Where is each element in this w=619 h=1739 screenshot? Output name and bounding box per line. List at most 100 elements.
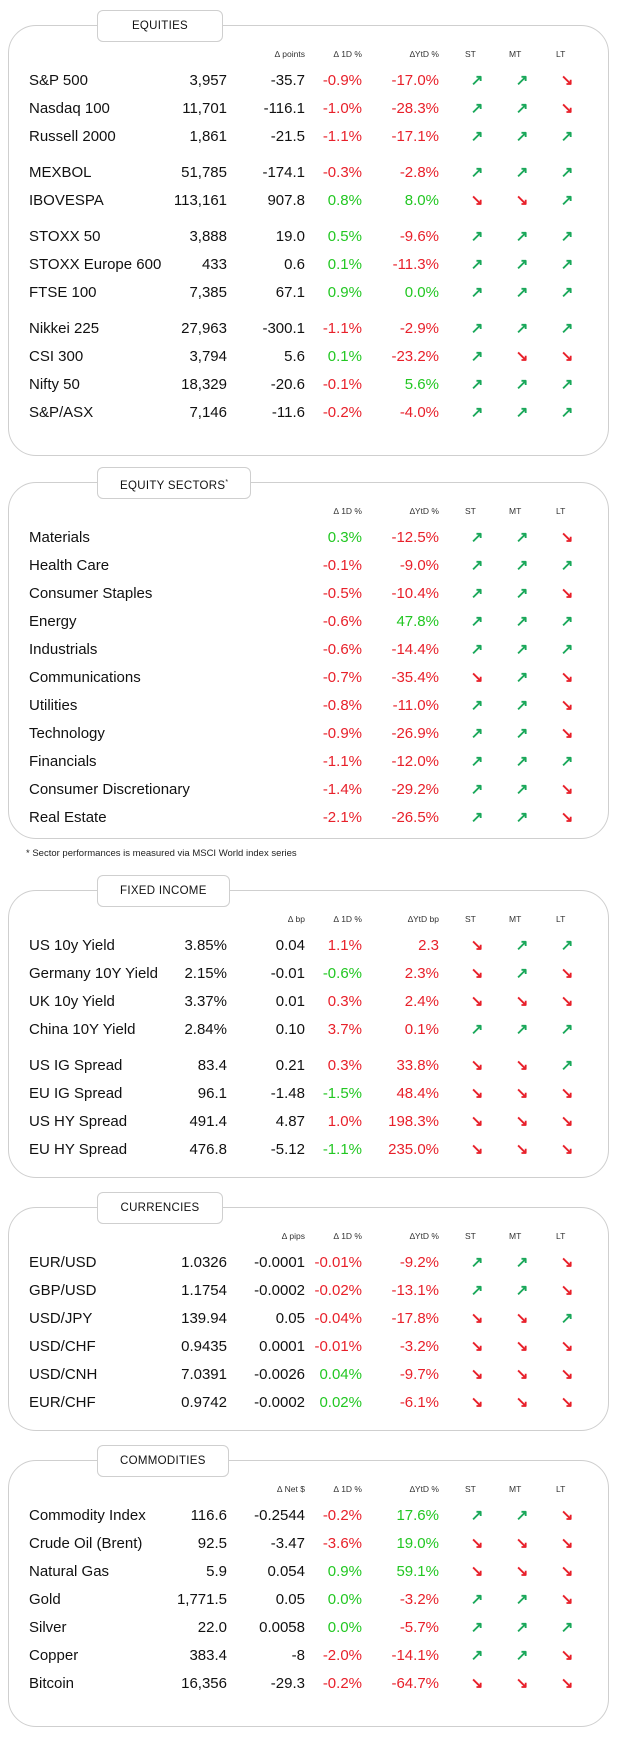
row-1d-change: 1.1%	[327, 937, 362, 954]
row-change: 67.1	[275, 284, 305, 301]
row-1d-change: -0.6%	[322, 641, 362, 658]
arrow-up-icon: ↗	[515, 781, 529, 798]
arrow-down-icon: ↘	[515, 1535, 529, 1552]
row-change: 0.0001	[259, 1338, 305, 1355]
row-change: -0.0026	[254, 1366, 305, 1383]
row-value: 2.15%	[184, 965, 227, 982]
row-ytd-change: -11.0%	[392, 697, 439, 714]
sectors-table: Materials 0.3% -12.5% ↗ ↗ ↘ Health Care -0.1% -9…	[9, 524, 608, 832]
row-value: 51,785	[181, 164, 227, 181]
table-row: Nifty 50 18,329 -20.6 -0.1% 5.6% ↗ ↗ ↗	[9, 371, 608, 399]
row-change: -0.2544	[254, 1507, 305, 1524]
row-ytd-change: -4.0%	[399, 404, 439, 421]
equities-title: EQUITIES	[97, 10, 223, 42]
header-ytd: ∆YtD %	[409, 1484, 439, 1494]
row-ytd-change: -14.4%	[391, 641, 439, 658]
row-ytd-change: -9.7%	[399, 1366, 439, 1383]
table-row: Natural Gas 5.9 0.054 0.9% 59.1% ↘ ↘ ↘	[9, 1558, 608, 1586]
header-st: ST	[465, 506, 476, 516]
row-1d-change: -0.2%	[322, 404, 362, 421]
row-ytd-change: -23.2%	[391, 348, 439, 365]
arrow-up-icon: ↗	[470, 529, 484, 546]
row-value: 433	[201, 256, 227, 273]
row-ytd-change: -2.8%	[399, 164, 439, 181]
row-change: 907.8	[267, 192, 305, 209]
sectors-panel: EQUITY SECTORS* ∆ 1D % ∆YtD % ST MT LT M…	[8, 467, 609, 839]
row-1d-change: -1.1%	[322, 128, 362, 145]
arrow-up-icon: ↗	[560, 228, 574, 245]
table-row: EUR/USD 1.0326 -0.0001 -0.01% -9.2% ↗ ↗ ↘	[9, 1249, 608, 1277]
row-change: 19.0	[275, 228, 305, 245]
table-row: Technology -0.9% -26.9% ↗ ↗ ↘	[9, 720, 608, 748]
row-1d-change: -0.1%	[322, 557, 362, 574]
arrow-up-icon: ↗	[515, 725, 529, 742]
row-name: Energy	[29, 613, 77, 630]
row-1d-change: -1.4%	[322, 781, 362, 798]
row-change: 5.6	[284, 348, 305, 365]
arrow-up-icon: ↗	[470, 1021, 484, 1038]
arrow-down-icon: ↘	[560, 697, 574, 714]
row-1d-change: 0.3%	[327, 529, 362, 546]
header-pips: ∆ pips	[281, 1231, 305, 1241]
header-mt: MT	[509, 1484, 522, 1494]
row-value: 3,794	[189, 348, 227, 365]
arrow-up-icon: ↗	[470, 228, 484, 245]
row-1d-change: 3.7%	[327, 1021, 362, 1038]
row-change: 0.05	[275, 1310, 305, 1327]
sectors-footnote: * Sector performances is measured via MS…	[26, 848, 297, 859]
row-value: 1.0326	[181, 1254, 227, 1271]
row-1d-change: 0.3%	[327, 993, 362, 1010]
row-value: 0.9435	[181, 1338, 227, 1355]
row-value: 16,356	[181, 1675, 227, 1692]
row-change: -21.5	[270, 128, 305, 145]
row-change: 4.87	[275, 1113, 305, 1130]
row-name: Nifty 50	[29, 376, 80, 393]
row-1d-change: -3.6%	[322, 1535, 362, 1552]
arrow-up-icon: ↗	[560, 164, 574, 181]
currencies-header: ∆ pips ∆ 1D % ∆YtD % ST MT LT	[9, 1231, 608, 1245]
row-ytd-change: -17.8%	[391, 1310, 439, 1327]
row-change: 0.6	[284, 256, 305, 273]
arrow-up-icon: ↗	[470, 1647, 484, 1664]
arrow-down-icon: ↘	[470, 669, 484, 686]
row-name: CSI 300	[29, 348, 84, 365]
table-row: Nasdaq 100 11,701 -116.1 -1.0% -28.3% ↗ ↗ ↘	[9, 95, 608, 123]
header-st: ST	[465, 1231, 476, 1241]
row-name: Russell 2000	[29, 128, 116, 145]
row-name: MEXBOL	[29, 164, 92, 181]
arrow-up-icon: ↗	[515, 1254, 529, 1271]
arrow-down-icon: ↘	[560, 1394, 574, 1411]
header-lt: LT	[556, 914, 566, 924]
arrow-up-icon: ↗	[560, 192, 574, 209]
currencies-title: CURRENCIES	[97, 1192, 223, 1224]
arrow-down-icon: ↘	[515, 1338, 529, 1355]
row-name: UK 10y Yield	[29, 993, 115, 1010]
arrow-up-icon: ↗	[470, 1619, 484, 1636]
arrow-up-icon: ↗	[560, 320, 574, 337]
header-mt: MT	[509, 506, 522, 516]
row-name: Natural Gas	[29, 1563, 110, 1580]
table-row: Copper 383.4 -8 -2.0% -14.1% ↗ ↗ ↘	[9, 1642, 608, 1670]
arrow-down-icon: ↘	[560, 1675, 574, 1692]
arrow-down-icon: ↘	[515, 993, 529, 1010]
row-name: STOXX Europe 600	[29, 256, 162, 273]
header-net: ∆ Net $	[277, 1484, 305, 1494]
table-row: Bitcoin 16,356 -29.3 -0.2% -64.7% ↘ ↘ ↘	[9, 1670, 608, 1698]
arrow-up-icon: ↗	[470, 128, 484, 145]
arrow-up-icon: ↗	[470, 613, 484, 630]
arrow-up-icon: ↗	[515, 641, 529, 658]
row-name: IBOVESPA	[29, 192, 104, 209]
row-name: Copper	[29, 1647, 79, 1664]
arrow-up-icon: ↗	[560, 376, 574, 393]
arrow-down-icon: ↘	[560, 993, 574, 1010]
header-points: ∆ points	[274, 49, 305, 59]
arrow-up-icon: ↗	[515, 613, 529, 630]
header-1d: ∆ 1D %	[333, 49, 362, 59]
arrow-down-icon: ↘	[470, 993, 484, 1010]
row-change: -3.47	[270, 1535, 305, 1552]
row-name: USD/CHF	[29, 1338, 96, 1355]
row-1d-change: 0.8%	[327, 192, 362, 209]
row-value: 7.0391	[181, 1366, 227, 1383]
header-ytd: ∆YtD %	[409, 49, 439, 59]
row-name: Nasdaq 100	[29, 100, 110, 117]
